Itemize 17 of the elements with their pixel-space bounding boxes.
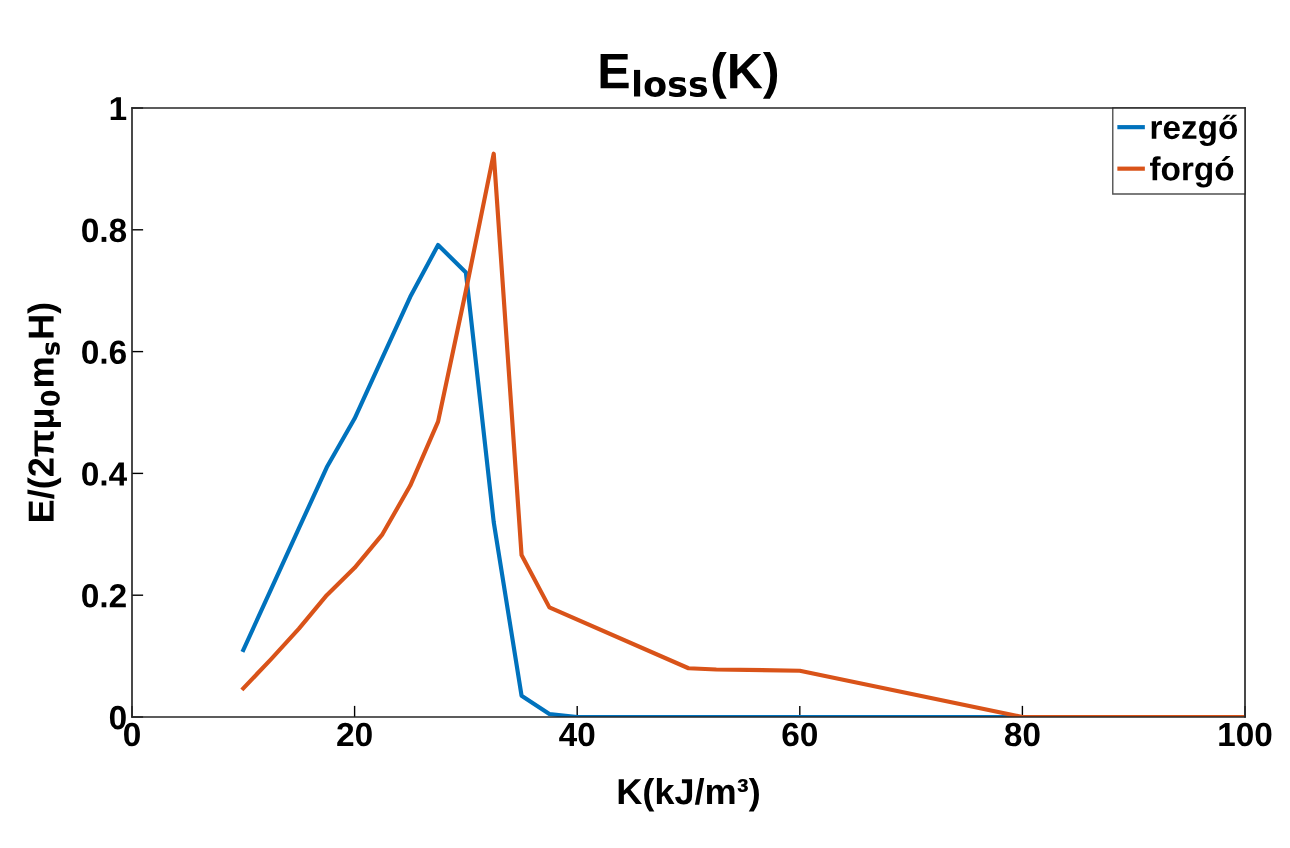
y-tick-label: 0.8 — [82, 218, 127, 243]
x-axis-title: K(kJ/m³) — [618, 777, 759, 812]
x-tick-label: 80 — [1004, 722, 1040, 747]
y-tick-label: 1 — [110, 97, 127, 121]
x-tick-label: 40 — [559, 722, 595, 747]
y-tick-label: 0.2 — [82, 584, 126, 608]
line-series — [241, 151, 1245, 717]
y-axis-title: E/(2πμ$_{0}$m$_{s}$H) — [27, 303, 62, 521]
legend-label: forgó — [1150, 155, 1234, 188]
legend-label: rezgő — [1151, 114, 1238, 146]
y-tick-label: 0 — [109, 705, 126, 730]
y-tick-label: 0.4 — [82, 462, 127, 486]
y-tick-label: 0.6 — [82, 340, 126, 365]
x-tick-label: 20 — [337, 722, 372, 747]
chart-title: E$_{loss}$(K) — [600, 52, 778, 99]
x-tick-label: 60 — [782, 722, 817, 747]
x-tick-label: 100 — [1219, 722, 1272, 747]
